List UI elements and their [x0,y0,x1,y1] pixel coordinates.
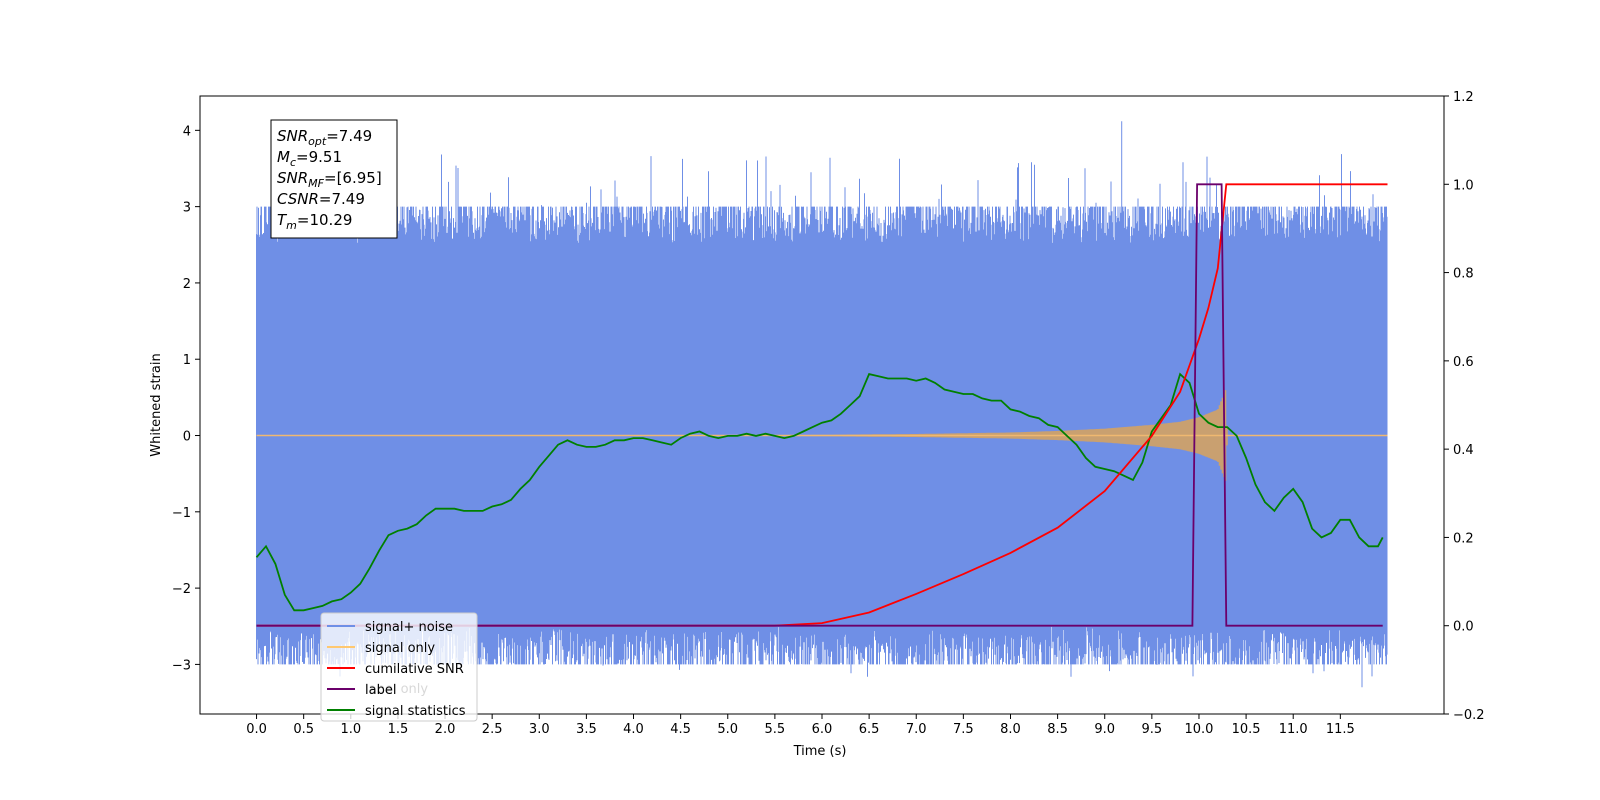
x-tick-label: 9.0 [1094,722,1115,737]
x-tick-label: 6.0 [812,722,833,737]
y-right-tick-label: −0.2 [1453,708,1485,723]
y-right-tick-label: 0.0 [1453,620,1474,635]
x-axis: 0.0 0.5 1.0 1.5 2.0 2.5 3.0 3.5 4.0 4.5 5.0 5.5 6.0 6… [246,714,1355,737]
x-tick-label: 5.5 [765,722,786,737]
y-right-tick-label: 0.8 [1453,267,1474,282]
legend-frame [320,612,478,722]
y-tick-label: 2 [183,277,191,292]
y-tick-label: −1 [172,506,191,521]
legend-item-label: signal statistics [365,704,466,719]
y-tick-label: 4 [183,124,191,139]
label-line [256,183,1383,627]
y-tick-label: 3 [183,201,191,216]
annotation-line: SNRopt=7.49 [277,127,372,148]
x-tick-label: 7.5 [953,722,974,737]
x-tick-label: 4.5 [670,722,691,737]
x-tick-label: 9.5 [1142,722,1163,737]
signal-statistics-line [255,372,1384,612]
x-tick-label: 1.5 [388,722,409,737]
annotation-line: CSNR=7.49 [277,190,365,208]
annotation-line: SNRMF=[6.95] [277,169,382,190]
x-tick-label: 10.5 [1232,722,1261,737]
legend-item-label: signal+ noise [365,620,453,635]
y-tick-label: 0 [183,430,191,445]
y-tick-label: −2 [172,582,191,597]
y-axis-right: −0.2 0.0 0.2 0.4 0.6 0.8 1.0 1.2 [1444,90,1485,723]
legend-item-label: cumilative SNR [365,662,464,677]
x-tick-label: 8.0 [1000,722,1021,737]
x-tick-label: 0.0 [246,722,267,737]
x-tick-label: 1.0 [340,722,361,737]
x-tick-label: 2.0 [435,722,456,737]
x-tick-label: 3.5 [576,722,597,737]
legend-item-label: signal only [365,641,435,656]
cumilative-snr-line [256,183,1388,627]
legend: label only signal+ noise signal only cumil… [320,612,478,722]
y-tick-label: −3 [172,658,191,673]
y-right-tick-label: 1.0 [1453,178,1474,193]
y-right-tick-label: 0.6 [1453,355,1474,370]
y-tick-label: 1 [183,353,191,368]
x-tick-label: 4.0 [623,722,644,737]
annotation-line: Tm=10.29 [277,211,352,232]
legend-item-label: label [365,683,396,698]
y-right-tick-label: 1.2 [1453,90,1474,105]
x-tick-label: 10.0 [1184,722,1213,737]
x-tick-label: 11.5 [1326,722,1355,737]
y-axis-label: Whitened strain [149,353,164,456]
x-tick-label: 3.0 [529,722,550,737]
annotation-line: Mc=9.51 [277,148,342,169]
x-tick-label: 2.5 [482,722,503,737]
x-tick-label: 8.5 [1047,722,1068,737]
y-axis-left: −3 −2 −1 0 1 2 3 4 [172,124,200,673]
x-tick-label: 0.5 [293,722,314,737]
x-tick-label: 11.0 [1279,722,1308,737]
y-right-tick-label: 0.2 [1453,531,1474,546]
x-tick-label: 6.5 [859,722,880,737]
x-tick-label: 5.0 [717,722,738,737]
legend-overlapped-label: label only [365,682,428,697]
x-axis-label: Time (s) [793,744,847,759]
y-right-tick-label: 0.4 [1453,443,1474,458]
x-tick-label: 7.0 [906,722,927,737]
line-series-group [255,183,1388,627]
